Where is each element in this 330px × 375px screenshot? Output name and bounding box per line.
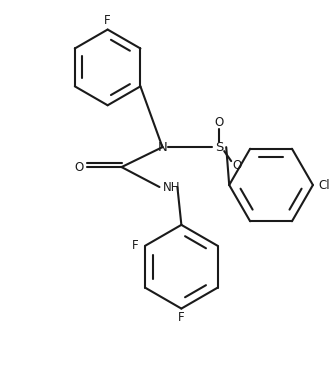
Text: S: S [215,141,223,154]
Text: F: F [132,239,139,252]
Text: O: O [214,116,224,129]
Text: O: O [233,159,242,172]
Text: Cl: Cl [318,178,330,192]
Text: F: F [178,311,185,324]
Text: N: N [157,141,167,154]
Text: O: O [74,160,83,174]
Text: NH: NH [163,180,180,194]
Text: F: F [104,14,111,27]
